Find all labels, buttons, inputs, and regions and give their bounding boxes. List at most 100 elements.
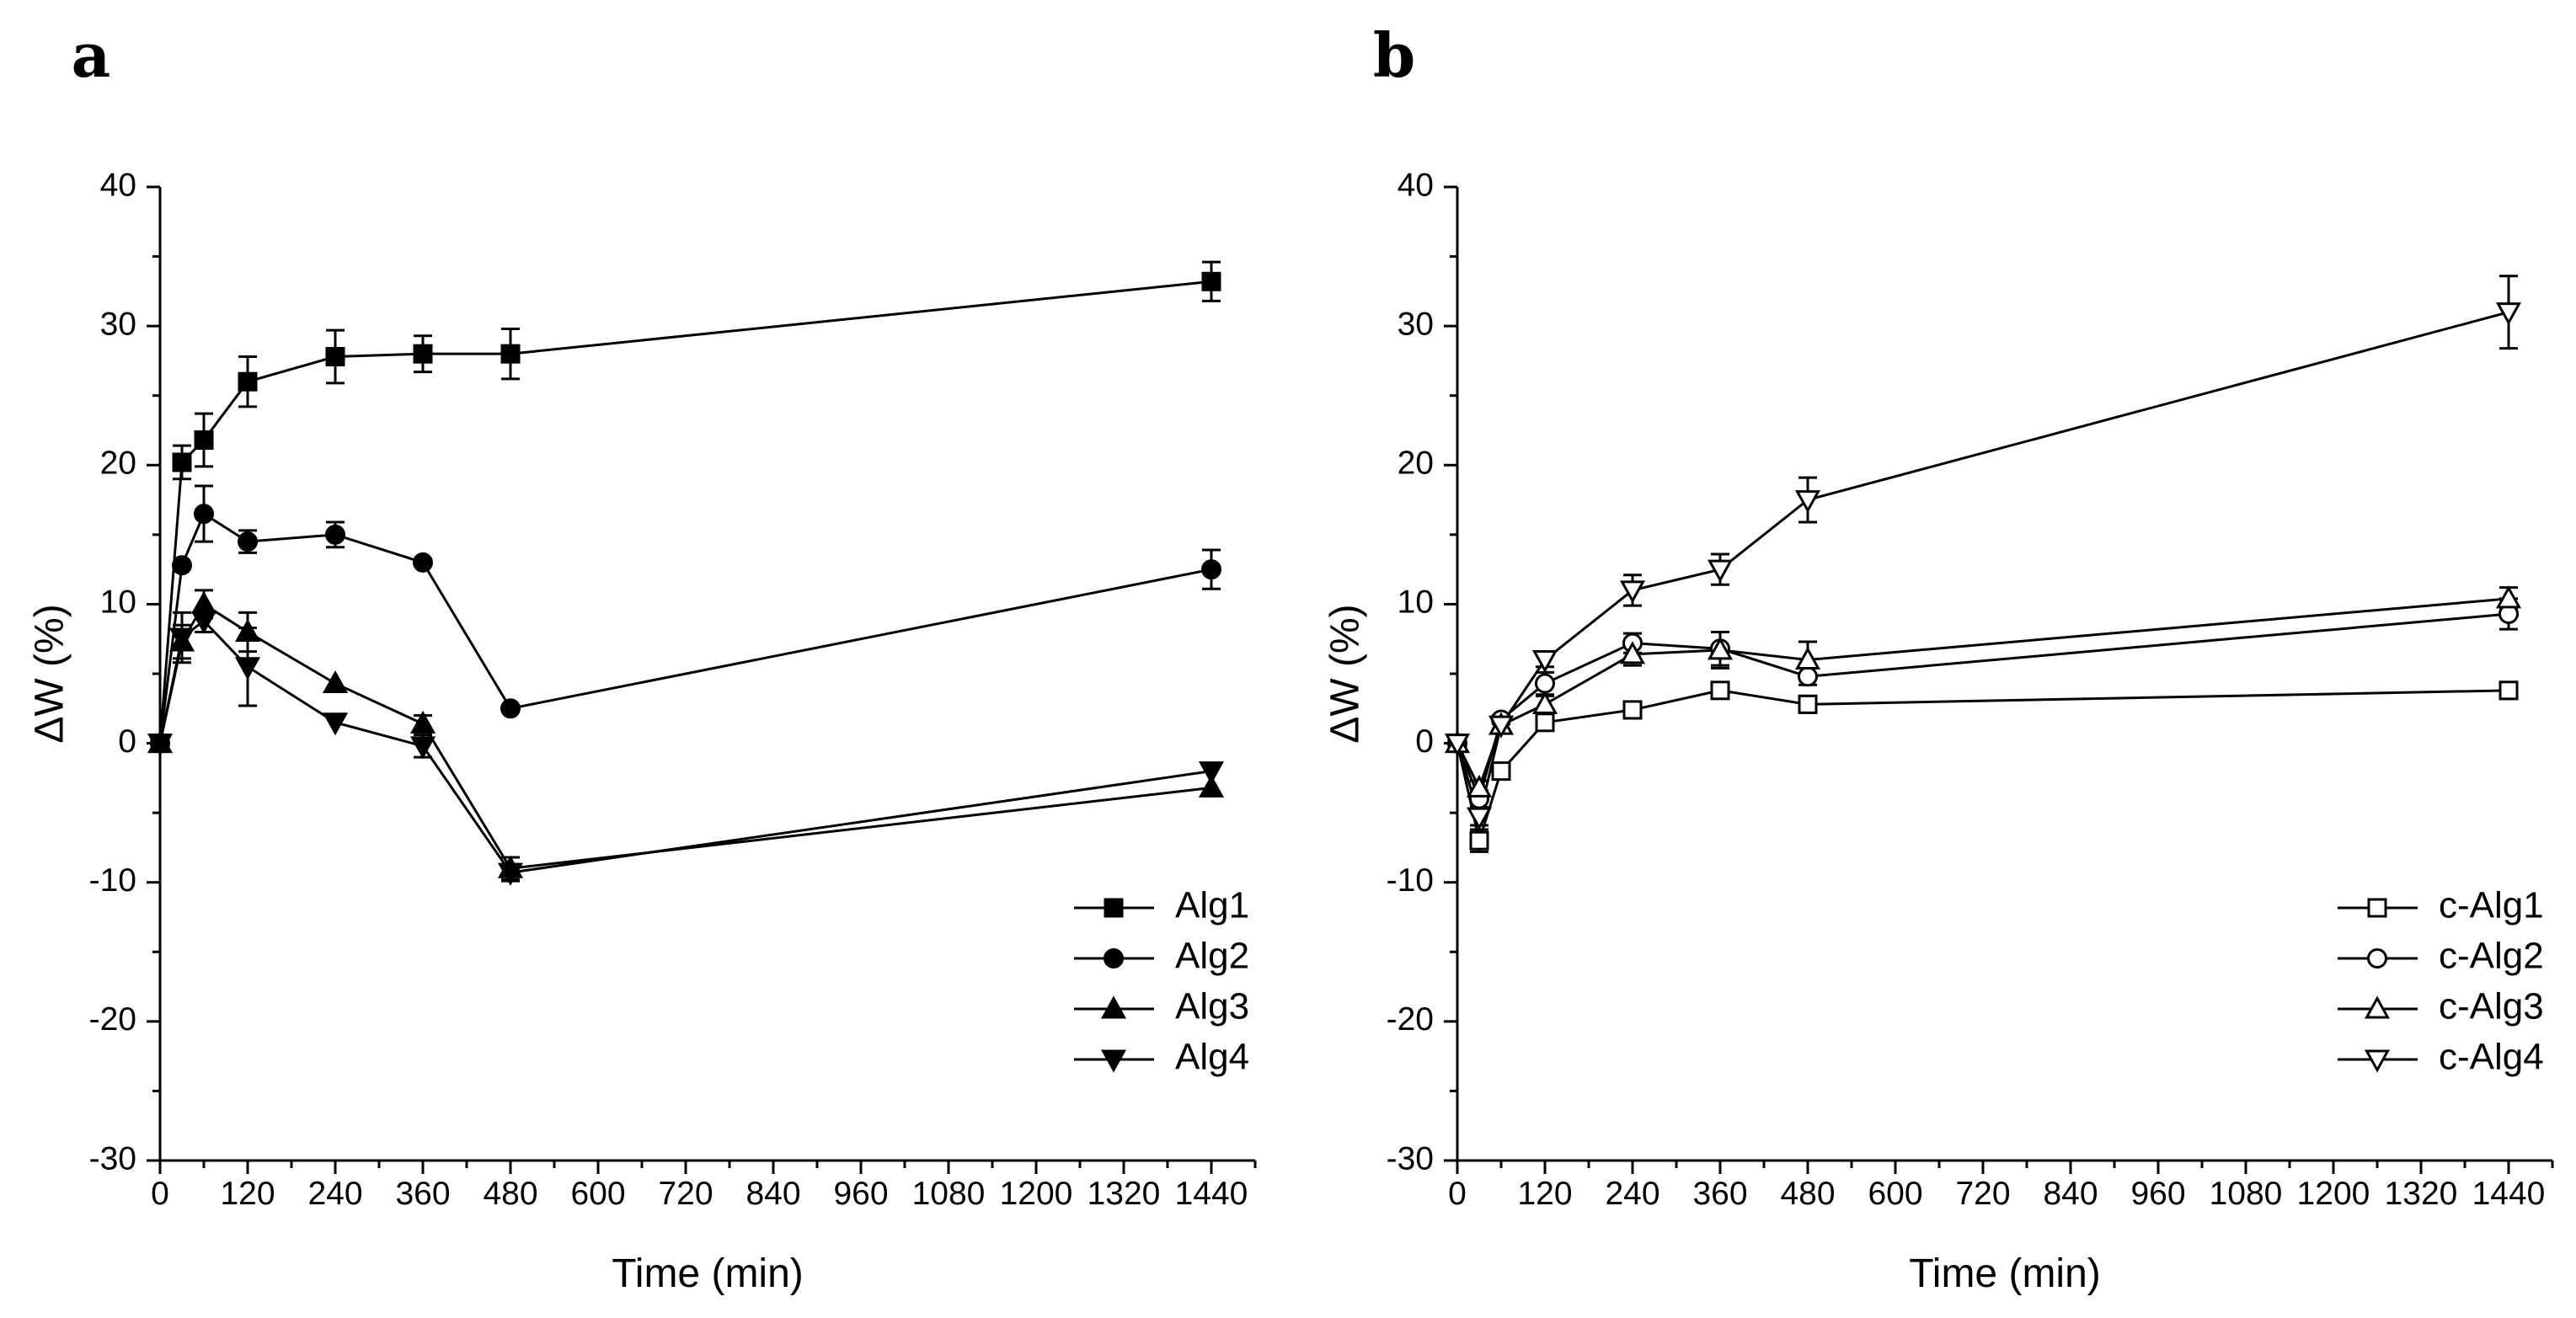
data-point-alg1 — [325, 346, 345, 366]
x-axis-title: Time (min) — [1909, 1251, 2101, 1296]
y-tick-label: -10 — [1387, 862, 1434, 899]
legend-label: c-Alg2 — [2439, 936, 2544, 977]
legend-marker — [1104, 948, 1124, 968]
y-tick-label: 0 — [118, 723, 136, 760]
legend-label: Alg3 — [1175, 986, 1249, 1027]
data-point-alg3 — [322, 670, 349, 694]
legend-marker — [2364, 1049, 2391, 1073]
data-point-c-alg3 — [1619, 641, 1646, 664]
series-line-c-alg3 — [1456, 597, 2509, 792]
data-point-c-alg1 — [1710, 680, 1730, 701]
data-point-alg2 — [413, 552, 433, 573]
series-line-alg4 — [158, 619, 1212, 874]
data-point-c-alg1 — [1798, 694, 1818, 714]
series-line-c-alg1 — [1456, 689, 2509, 846]
data-point-alg4 — [234, 657, 261, 680]
data-point-alg1 — [172, 452, 192, 472]
x-tick-label: 1080 — [912, 1176, 986, 1212]
y-axis-title: ΔW (%) — [1323, 604, 1368, 743]
data-point-alg4 — [168, 627, 195, 651]
y-tick-label: 10 — [1398, 584, 1434, 621]
data-point-alg1 — [194, 430, 214, 451]
legend-label: Alg2 — [1175, 936, 1249, 977]
legend-label: Alg4 — [1175, 1037, 1249, 1078]
data-point-alg4 — [409, 736, 436, 760]
x-tick-label: 360 — [1692, 1176, 1747, 1212]
y-tick-label: -30 — [1387, 1140, 1434, 1177]
x-tick-label: 1200 — [2297, 1176, 2370, 1212]
x-tick-label: 1080 — [2210, 1176, 2283, 1212]
legend-marker — [1100, 995, 1127, 1019]
x-tick-label: 480 — [483, 1176, 537, 1212]
x-tick-label: 1320 — [1088, 1176, 1161, 1212]
series-line-c-alg4 — [1456, 311, 2509, 822]
x-tick-label: 1200 — [1000, 1176, 1073, 1212]
data-point-c-alg1 — [1622, 700, 1643, 720]
data-point-c-alg4 — [2495, 302, 2522, 326]
data-point-alg4 — [497, 862, 524, 886]
legend-marker — [1104, 898, 1124, 918]
x-tick-label: 360 — [395, 1176, 450, 1212]
data-point-alg3 — [234, 618, 261, 642]
y-tick-label: -20 — [1387, 1001, 1434, 1038]
data-point-c-alg3 — [1531, 691, 1558, 714]
x-tick-label: 120 — [220, 1176, 275, 1212]
data-point-alg1 — [413, 344, 433, 364]
x-tick-label: 720 — [1955, 1176, 2010, 1212]
chart-panel-b: b -30 -20 -10 0 10 20 30 40 0 120 240 360 480 600 720 84… — [1323, 19, 2554, 1296]
data-point-c-alg4 — [1466, 807, 1493, 830]
data-point-alg1 — [238, 371, 258, 392]
data-point-c-alg4 — [1444, 734, 1471, 757]
panel-label: b — [1373, 19, 1415, 91]
data-point-c-alg1 — [1491, 761, 1511, 782]
data-point-c-alg1 — [2499, 680, 2519, 701]
data-point-c-alg4 — [1531, 649, 1558, 674]
y-tick-label: 10 — [100, 584, 136, 621]
x-tick-label: 480 — [1780, 1176, 1835, 1212]
data-point-alg1 — [500, 344, 521, 364]
data-point-alg3 — [409, 710, 436, 734]
series-line-alg2 — [158, 511, 1212, 744]
x-axis-title: Time (min) — [612, 1251, 804, 1296]
data-point-alg1 — [1201, 271, 1221, 291]
data-point-alg4 — [147, 734, 174, 757]
data-point-alg4 — [1198, 761, 1225, 785]
x-tick-label: 240 — [1605, 1176, 1659, 1212]
x-tick-label: 600 — [570, 1176, 625, 1212]
legend-marker — [1100, 1049, 1127, 1073]
data-point-alg2 — [325, 524, 345, 545]
legend-marker — [2367, 948, 2387, 968]
y-axis-title: ΔW (%) — [28, 604, 72, 743]
data-point-alg2 — [238, 531, 258, 552]
data-point-c-alg4 — [1707, 559, 1734, 583]
y-tick-label: 40 — [1398, 167, 1434, 203]
x-tick-label: 960 — [2130, 1176, 2185, 1212]
data-point-c-alg1 — [1535, 712, 1555, 733]
data-point-c-alg2 — [1535, 673, 1555, 694]
data-point-alg3 — [1198, 774, 1225, 798]
data-point-c-alg3 — [2495, 585, 2522, 609]
x-tick-label: 0 — [1448, 1176, 1467, 1212]
data-point-alg2 — [194, 504, 214, 525]
series-line-alg3 — [158, 602, 1212, 870]
x-tick-label: 240 — [307, 1176, 362, 1212]
y-tick-label: 30 — [100, 306, 136, 342]
legend-marker — [2367, 898, 2387, 918]
y-tick-label: 30 — [1398, 306, 1434, 342]
data-point-alg2 — [172, 555, 192, 576]
data-point-c-alg3 — [1707, 637, 1734, 660]
x-tick-label: 1440 — [1175, 1176, 1248, 1212]
x-tick-label: 1440 — [2472, 1176, 2546, 1212]
data-point-alg2 — [1201, 559, 1221, 580]
legend-label: Alg1 — [1175, 885, 1249, 926]
legend-label: c-Alg1 — [2439, 885, 2544, 926]
data-point-c-alg3 — [1794, 646, 1821, 670]
data-point-alg3 — [190, 590, 217, 614]
data-point-alg4 — [322, 712, 349, 736]
data-point-c-alg1 — [1469, 830, 1489, 851]
series-line-c-alg2 — [1456, 612, 2509, 803]
x-tick-label: 840 — [2043, 1176, 2098, 1212]
x-tick-label: 720 — [658, 1176, 713, 1212]
data-point-c-alg4 — [1794, 490, 1821, 514]
